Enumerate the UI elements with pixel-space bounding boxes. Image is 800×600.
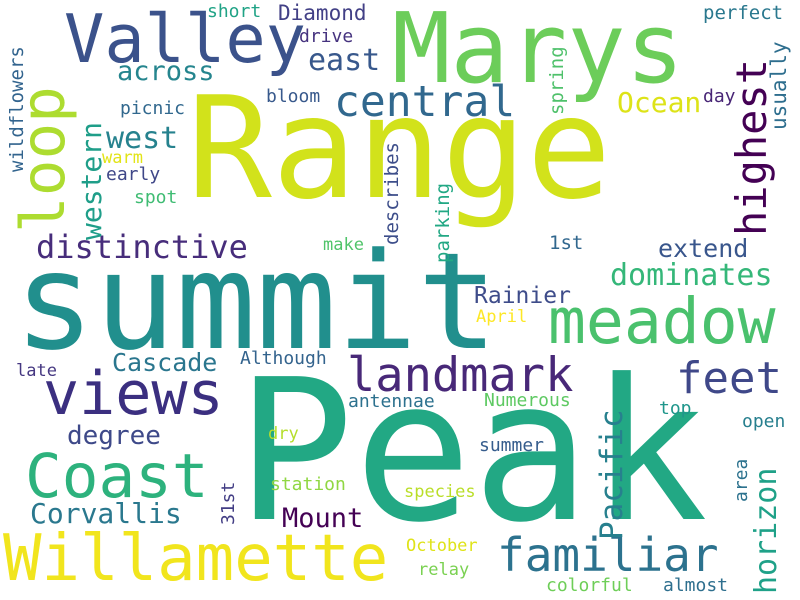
word-mount: Mount <box>282 503 364 534</box>
word-parking: parking <box>432 182 454 263</box>
word-late: late <box>16 361 57 381</box>
word-degree: degree <box>67 421 161 451</box>
word-familiar: familiar <box>497 528 719 582</box>
word-station: station <box>270 474 346 495</box>
word-western: western <box>75 121 108 240</box>
word-dominates: dominates <box>610 258 773 293</box>
word-spot: spot <box>134 187 178 208</box>
word-feet: feet <box>676 353 782 404</box>
word-marys: Marys <box>392 0 684 105</box>
word-wildflowers: wildflowers <box>6 46 28 172</box>
word-rainier: Rainier <box>474 283 571 309</box>
word-open: open <box>742 411 786 432</box>
word-summit: summit <box>14 224 499 380</box>
word-perfect: perfect <box>703 2 784 24</box>
word-peak: Peak <box>236 338 709 566</box>
word-species: species <box>404 482 476 502</box>
word-views: views <box>43 359 224 429</box>
word-ocean: Ocean <box>617 86 702 119</box>
word-corvallis: Corvallis <box>30 497 182 530</box>
word-diamond: Diamond <box>278 1 367 25</box>
word-central: central <box>334 77 516 127</box>
word-april: April <box>476 307 528 327</box>
word-landmark: landmark <box>347 348 574 403</box>
word-dry: dry <box>268 424 299 444</box>
word-summer: summer <box>479 435 545 456</box>
word-although: Although <box>240 348 327 369</box>
word-west: west <box>106 121 179 156</box>
word-extend: extend <box>658 234 749 263</box>
word-31st: 31st <box>218 481 239 525</box>
word-pacific: Pacific <box>594 409 630 540</box>
word-day: day <box>703 86 736 107</box>
word-picnic: picnic <box>120 98 186 119</box>
word-range: Range <box>187 67 612 231</box>
word-cascade: Cascade <box>112 348 218 377</box>
word-horizon: horizon <box>749 467 784 594</box>
word-top: top <box>659 398 692 419</box>
word-colorful: colorful <box>546 575 633 596</box>
word-warm: warm <box>102 148 143 168</box>
word-spring: spring <box>546 46 568 115</box>
word-across: across <box>117 56 215 87</box>
word-october: October <box>406 536 478 556</box>
word-describes: describes <box>381 142 403 245</box>
word-antennae: antennae <box>348 391 435 412</box>
word-numerous: Numerous <box>484 390 571 411</box>
word-meadow: meadow <box>548 285 776 358</box>
word-early: early <box>106 164 161 185</box>
word-valley: Valley <box>64 0 307 78</box>
word-1st: 1st <box>549 232 584 254</box>
word-coast: Coast <box>25 441 209 512</box>
word-usually: usually <box>767 41 791 130</box>
word-area: area <box>731 458 752 502</box>
word-east: east <box>308 43 381 78</box>
word-relay: relay <box>418 560 470 580</box>
word-drive: drive <box>299 26 354 47</box>
word-make: make <box>323 235 364 255</box>
word-short: short <box>207 1 262 22</box>
word-bloom: bloom <box>266 86 321 107</box>
word-almost: almost <box>663 575 729 596</box>
word-distinctive: distinctive <box>36 228 248 266</box>
word-willamette: Willamette <box>3 522 389 596</box>
